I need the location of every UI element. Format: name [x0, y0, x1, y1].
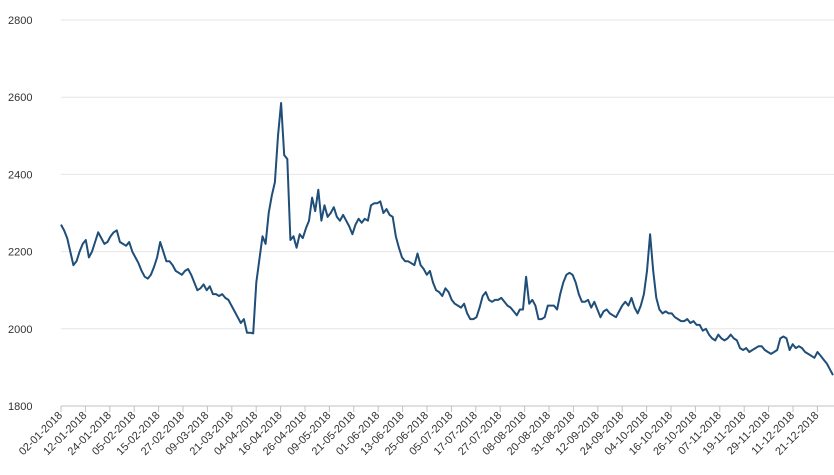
x-axis-tick-marks: [60, 406, 818, 412]
series-line: [60, 102, 834, 376]
y-tick-label: 2400: [8, 169, 32, 181]
y-tick-label: 2800: [8, 15, 32, 27]
y-tick-label: 2600: [8, 92, 32, 104]
y-tick-label: 2000: [8, 324, 32, 336]
grid-lines: [61, 19, 834, 330]
y-tick-label: 2200: [8, 247, 32, 259]
y-tick-label: 1800: [8, 401, 32, 413]
x-axis-tick-labels: 02-01-201812-01-201824-01-201805-02-2018…: [17, 410, 822, 458]
y-axis-tick-labels: 1800 2000 2200 2400 2600 2800: [8, 15, 32, 413]
